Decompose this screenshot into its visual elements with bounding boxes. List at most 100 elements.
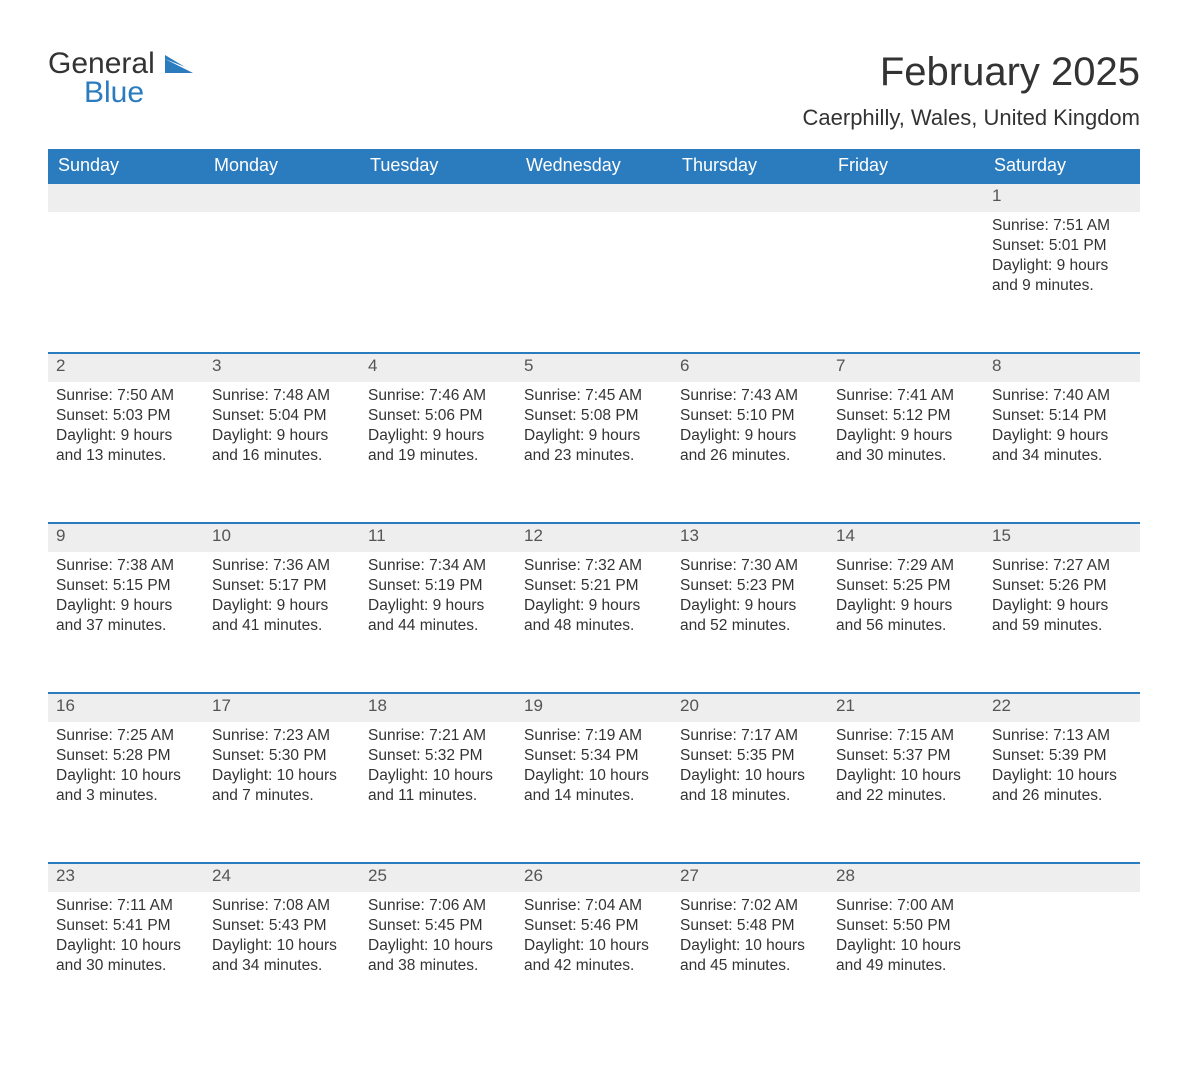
- day-cell: Sunrise: 7:34 AMSunset: 5:19 PMDaylight:…: [360, 552, 516, 693]
- day-cell: Sunrise: 7:38 AMSunset: 5:15 PMDaylight:…: [48, 552, 204, 693]
- day-cell: Sunrise: 7:19 AMSunset: 5:34 PMDaylight:…: [516, 722, 672, 863]
- weekday-header: Thursday: [672, 149, 828, 183]
- sunset-line: Sunset: 5:37 PM: [836, 747, 951, 764]
- day-cell: Sunrise: 7:13 AMSunset: 5:39 PMDaylight:…: [984, 722, 1140, 863]
- day-number-cell: 10: [204, 523, 360, 552]
- day-cell: Sunrise: 7:40 AMSunset: 5:14 PMDaylight:…: [984, 382, 1140, 523]
- sunset-line: Sunset: 5:23 PM: [680, 577, 795, 594]
- sunset-line: Sunset: 5:19 PM: [368, 577, 483, 594]
- day-body: Sunrise: 7:19 AMSunset: 5:34 PMDaylight:…: [516, 722, 672, 848]
- day-cell: Sunrise: 7:02 AMSunset: 5:48 PMDaylight:…: [672, 892, 828, 1032]
- daylight-line: Daylight: 9 hours and 34 minutes.: [992, 427, 1108, 464]
- sunset-line: Sunset: 5:50 PM: [836, 917, 951, 934]
- day-cell: Sunrise: 7:50 AMSunset: 5:03 PMDaylight:…: [48, 382, 204, 523]
- day-body: Sunrise: 7:21 AMSunset: 5:32 PMDaylight:…: [360, 722, 516, 848]
- day-cell: [828, 212, 984, 353]
- day-cell: Sunrise: 7:15 AM Sunset: 5:37 PM Daylight:…: [828, 722, 984, 863]
- daylight-line: Daylight: 10 hours and 11 minutes.: [368, 767, 493, 804]
- day-cell: Sunrise: 7:51 AMSunset: 5:01 PMDaylight:…: [984, 212, 1140, 353]
- sunrise-line: Sunrise: 7:25 AM: [56, 727, 174, 744]
- day-number-cell: 16: [48, 693, 204, 722]
- daylight-line: Daylight: 9 hours and 59 minutes.: [992, 597, 1108, 634]
- sunset-line: Sunset: 5:12 PM: [836, 407, 951, 424]
- sunrise-line: Sunrise: 7:13 AM: [992, 727, 1110, 744]
- day-body: Sunrise: 7:48 AMSunset: 5:04 PMDaylight:…: [204, 382, 360, 508]
- topbar: General Blue February 2025 Caerphilly, W…: [48, 50, 1140, 141]
- day-number-cell: 7: [828, 353, 984, 382]
- day-cell: Sunrise: 7:36 AMSunset: 5:17 PMDaylight:…: [204, 552, 360, 693]
- sunrise-line: Sunrise: 7:43 AM: [680, 387, 798, 404]
- day-cell: Sunrise: 7:45 AMSunset: 5:08 PMDaylight:…: [516, 382, 672, 523]
- sunrise-line: Sunrise: 7:19 AM: [524, 727, 642, 744]
- day-cell: [48, 212, 204, 353]
- daylight-line: Daylight: 10 hours and 26 minutes.: [992, 767, 1117, 804]
- sunset-line: Sunset: 5:48 PM: [680, 917, 795, 934]
- day-body: Sunrise: 7:40 AMSunset: 5:14 PMDaylight:…: [984, 382, 1140, 508]
- day-body-row: Sunrise: 7:50 AMSunset: 5:03 PMDaylight:…: [48, 382, 1140, 523]
- day-number-cell: 24: [204, 863, 360, 892]
- day-cell: Sunrise: 7:06 AMSunset: 5:45 PMDaylight:…: [360, 892, 516, 1032]
- daynum-row: 232425262728: [48, 863, 1140, 892]
- day-number-cell: 9: [48, 523, 204, 552]
- sunset-line: Sunset: 5:04 PM: [212, 407, 327, 424]
- daylight-line: Daylight: 9 hours and 9 minutes.: [992, 257, 1108, 294]
- sunrise-line: Sunrise: 7:46 AM: [368, 387, 486, 404]
- day-number-cell: 8: [984, 353, 1140, 382]
- day-number-cell: 22: [984, 693, 1140, 722]
- day-cell: Sunrise: 7:29 AMSunset: 5:25 PMDaylight:…: [828, 552, 984, 693]
- daylight-line: Daylight: 10 hours and 42 minutes.: [524, 937, 649, 974]
- day-body: [48, 212, 204, 338]
- weekday-header: Monday: [204, 149, 360, 183]
- sunrise-line: Sunrise: 7:00 AM: [836, 897, 954, 914]
- day-cell: Sunrise: 7:00 AMSunset: 5:50 PMDaylight:…: [828, 892, 984, 1032]
- daylight-line: Daylight: 9 hours and 23 minutes.: [524, 427, 640, 464]
- day-number-cell: 1: [984, 183, 1140, 212]
- day-body: [672, 212, 828, 338]
- day-number-cell: 14: [828, 523, 984, 552]
- daylight-line: Daylight: 10 hours and 22 minutes.: [836, 767, 961, 804]
- day-number-cell: 5: [516, 353, 672, 382]
- day-body: Sunrise: 7:34 AMSunset: 5:19 PMDaylight:…: [360, 552, 516, 678]
- day-body: Sunrise: 7:45 AMSunset: 5:08 PMDaylight:…: [516, 382, 672, 508]
- calendar-table: SundayMondayTuesdayWednesdayThursdayFrid…: [48, 149, 1140, 1032]
- sunrise-line: Sunrise: 7:48 AM: [212, 387, 330, 404]
- day-number-cell: 26: [516, 863, 672, 892]
- sunrise-line: Sunrise: 7:11 AM: [56, 897, 173, 914]
- sunset-line: Sunset: 5:46 PM: [524, 917, 639, 934]
- sunset-line: Sunset: 5:41 PM: [56, 917, 171, 934]
- day-body: [516, 212, 672, 338]
- day-number-cell: 28: [828, 863, 984, 892]
- day-body: Sunrise: 7:27 AMSunset: 5:26 PMDaylight:…: [984, 552, 1140, 678]
- weekday-header: Wednesday: [516, 149, 672, 183]
- day-number-cell: 6: [672, 353, 828, 382]
- day-cell: Sunrise: 7:46 AMSunset: 5:06 PMDaylight:…: [360, 382, 516, 523]
- day-cell: Sunrise: 7:48 AMSunset: 5:04 PMDaylight:…: [204, 382, 360, 523]
- day-body: Sunrise: 7:38 AMSunset: 5:15 PMDaylight:…: [48, 552, 204, 678]
- sunset-line: Sunset: 5:03 PM: [56, 407, 171, 424]
- daylight-line: Daylight: 10 hours and 18 minutes.: [680, 767, 805, 804]
- sunset-line: Sunset: 5:45 PM: [368, 917, 483, 934]
- day-number-cell: 18: [360, 693, 516, 722]
- sunset-line: Sunset: 5:17 PM: [212, 577, 327, 594]
- day-number-cell: 21: [828, 693, 984, 722]
- daylight-line: Daylight: 9 hours and 19 minutes.: [368, 427, 484, 464]
- daynum-row: 16171819202122: [48, 693, 1140, 722]
- sunrise-line: Sunrise: 7:08 AM: [212, 897, 330, 914]
- day-number-cell: 11: [360, 523, 516, 552]
- sunset-line: Sunset: 5:43 PM: [212, 917, 327, 934]
- sunrise-line: Sunrise: 7:41 AM: [836, 387, 954, 404]
- day-cell: Sunrise: 7:08 AMSunset: 5:43 PMDaylight:…: [204, 892, 360, 1032]
- day-body: Sunrise: 7:51 AMSunset: 5:01 PMDaylight:…: [984, 212, 1140, 338]
- day-cell: Sunrise: 7:27 AMSunset: 5:26 PMDaylight:…: [984, 552, 1140, 693]
- sunset-line: Sunset: 5:08 PM: [524, 407, 639, 424]
- sunset-line: Sunset: 5:32 PM: [368, 747, 483, 764]
- sunset-line: Sunset: 5:25 PM: [836, 577, 951, 594]
- day-body: Sunrise: 7:30 AMSunset: 5:23 PMDaylight:…: [672, 552, 828, 678]
- sunrise-line: Sunrise: 7:15 AM: [836, 727, 954, 744]
- day-body: Sunrise: 7:04 AMSunset: 5:46 PMDaylight:…: [516, 892, 672, 1018]
- day-number-cell: [516, 183, 672, 212]
- day-number-cell: 17: [204, 693, 360, 722]
- day-cell: [672, 212, 828, 353]
- day-number-cell: 12: [516, 523, 672, 552]
- daylight-line: Daylight: 10 hours and 30 minutes.: [56, 937, 181, 974]
